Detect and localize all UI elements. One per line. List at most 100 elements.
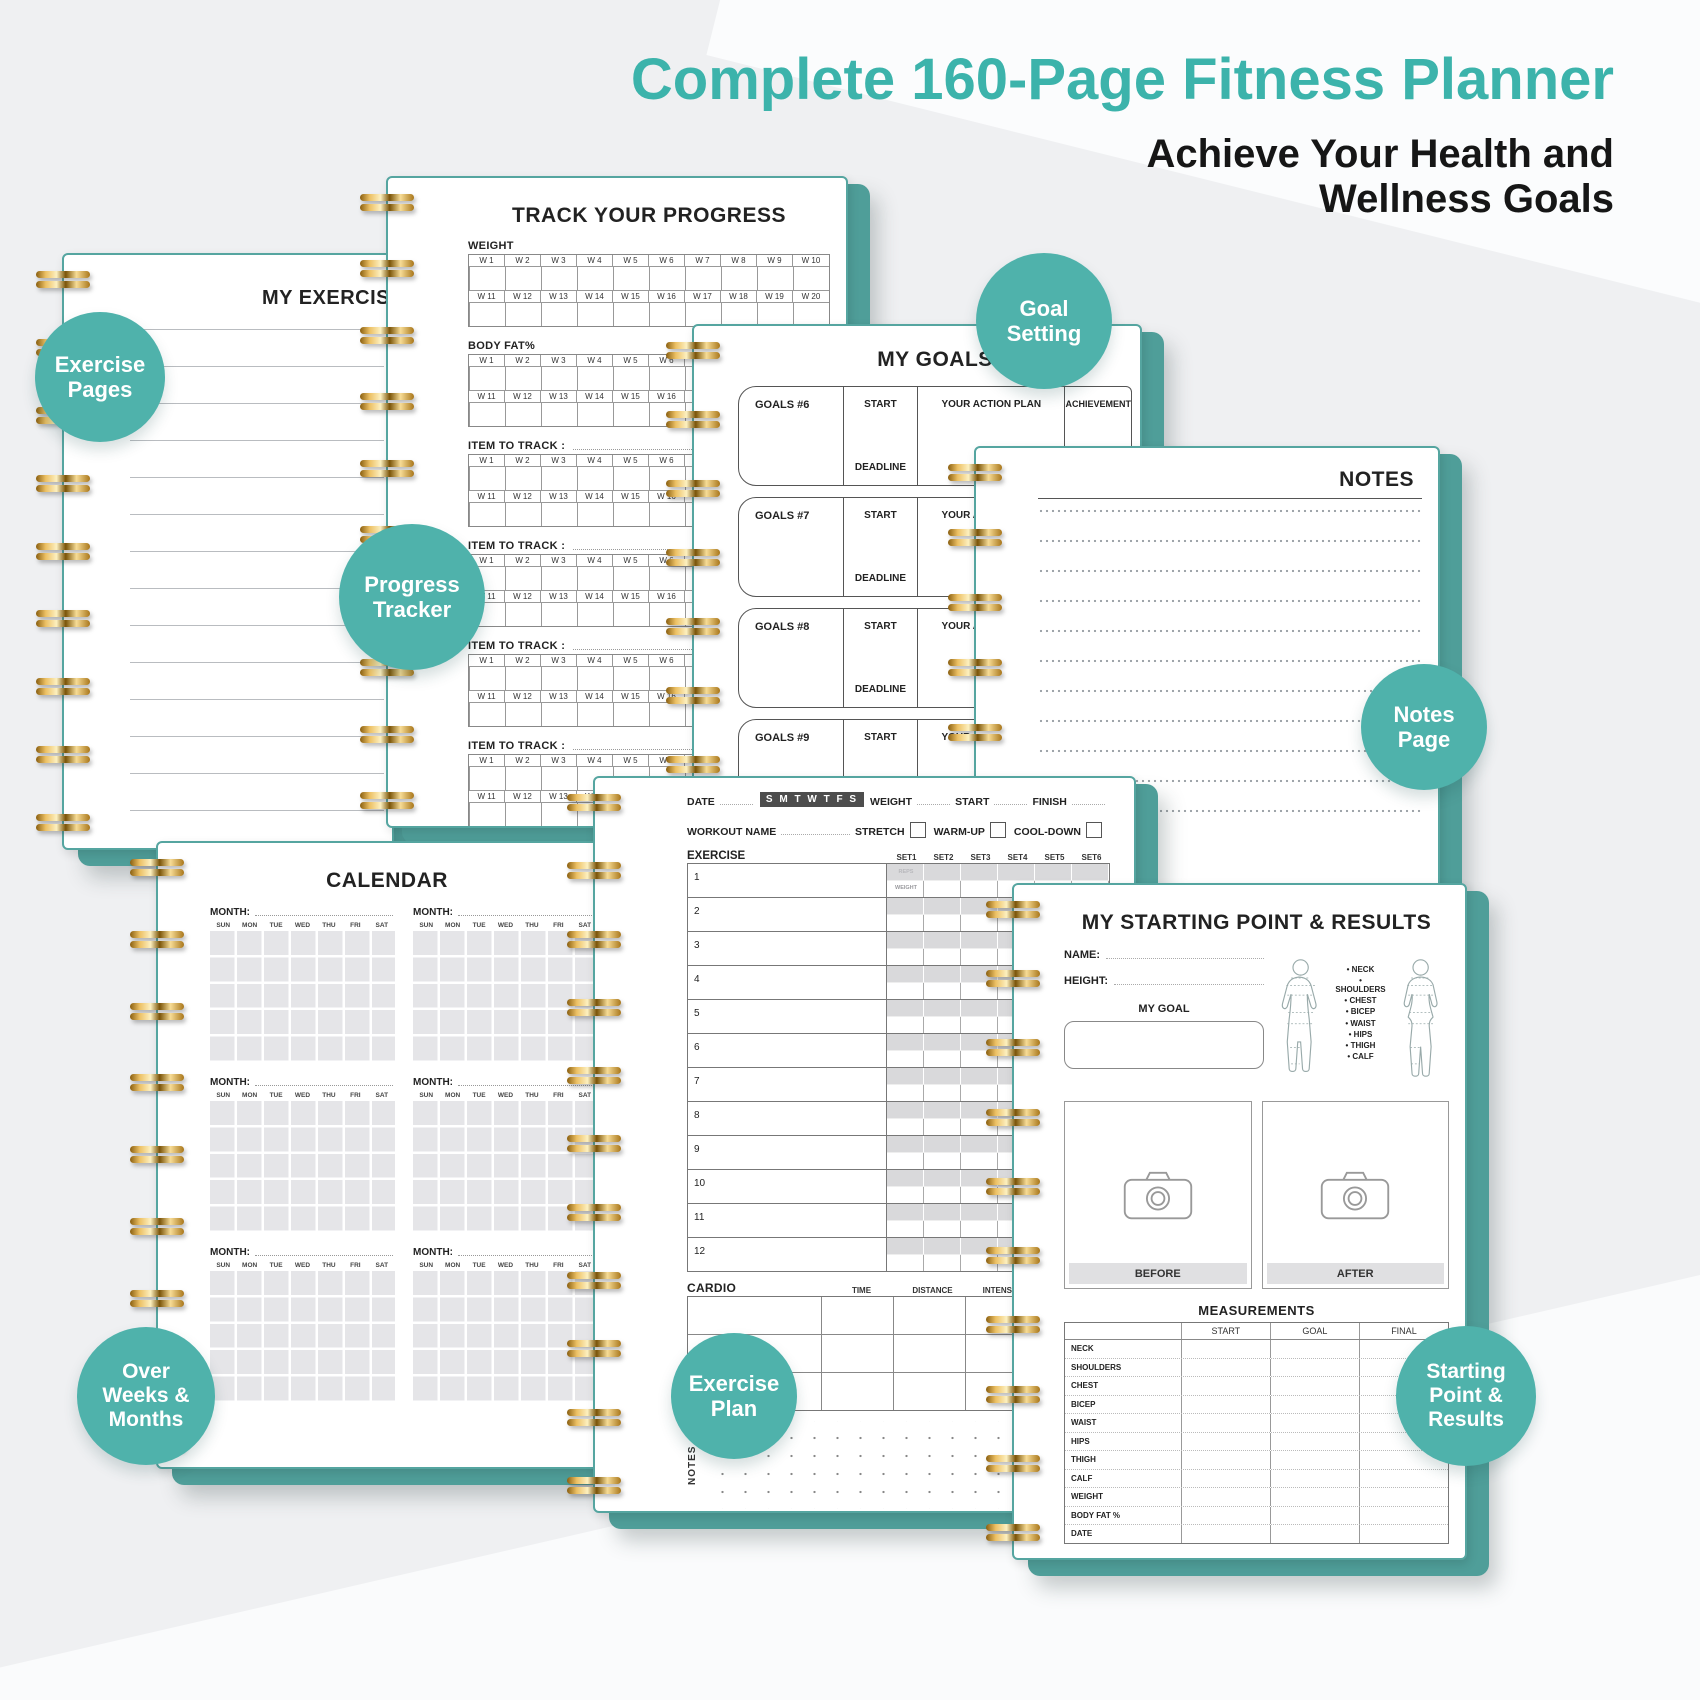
month-label: MONTH:: [413, 907, 453, 918]
tracker-section-label: ITEM TO TRACK :: [468, 540, 566, 552]
calendar-months: MONTH: SUN MON TUE WED THU FRI SAT MONTH:: [210, 907, 598, 1403]
measurement-final-cell: [1358, 1358, 1448, 1376]
week-label: W 12: [505, 291, 541, 303]
fill-in-line: [1114, 984, 1264, 985]
page-calendar: CALENDAR MONTH: SUN MON TUE WED THU FRI SAT: [156, 841, 618, 1469]
results-identity: NAME: HEIGHT: MY GOAL: [1064, 949, 1264, 1089]
set-header-label: SET1: [896, 853, 917, 862]
week-label: W 1: [469, 355, 505, 367]
fill-in-line: [458, 915, 596, 916]
spiral-ring-icon: [666, 342, 720, 360]
exercise-row-number: 4: [688, 966, 887, 999]
calendar-month-block: MONTH: SUN MON TUE WED THU FRI SAT: [210, 907, 395, 1063]
weekday-label: SAT: [578, 1262, 592, 1269]
measurement-goal-cell: [1269, 1395, 1359, 1413]
spiral-ring-icon: [986, 1316, 1040, 1334]
progress-photos: BEFORE AFTER: [1064, 1101, 1449, 1289]
spiral-ring-icon: [36, 678, 90, 696]
set-header-label: SET6: [1081, 853, 1102, 862]
spiral-binding: [567, 794, 621, 1495]
fill-in-line: [994, 804, 1028, 805]
measurement-row: CHEST: [1065, 1377, 1448, 1396]
cardio-activity-cell: [688, 1335, 822, 1372]
tracker-section-header: BODY FAT%: [468, 340, 830, 352]
weekday-label: THU: [322, 922, 336, 929]
weekday-label: WED: [497, 1262, 514, 1269]
week-label: W 16: [649, 291, 685, 303]
cooldown-label: COOL-DOWN: [1013, 826, 1081, 838]
measurement-row: THIGH: [1065, 1451, 1448, 1470]
weekday-label: FRI: [553, 922, 564, 929]
measurement-label: BICEP: [1071, 1399, 1096, 1409]
spiral-ring-icon: [986, 1523, 1040, 1542]
badge-notes-page: Notes Page: [1361, 664, 1487, 790]
notebook-calendar: CALENDAR MONTH: SUN MON TUE WED THU FRI SAT: [130, 841, 640, 1485]
measurement-label: SHOULDERS: [1071, 1362, 1122, 1372]
calendar-month-block: MONTH: SUN MON TUE WED THU FRI SAT: [210, 1077, 395, 1233]
cardio-distance-cell: [894, 1335, 966, 1372]
cardio-time-cell: [822, 1335, 894, 1372]
weekday-label: WED: [294, 1092, 311, 1099]
weekday-row: SUN MON TUE WED THU FRI SAT: [210, 922, 395, 929]
spiral-binding: [666, 342, 720, 774]
fill-in-line: [781, 834, 850, 835]
measurement-final-cell: [1358, 1432, 1448, 1450]
measurement-final-cell: [1358, 1340, 1448, 1358]
badge-label: Exercise Pages: [54, 351, 146, 402]
weight-label: WEIGHT: [870, 796, 913, 808]
week-label: W 9: [757, 255, 793, 267]
week-label: W 19: [757, 291, 793, 303]
cardio-activity-cell: [688, 1373, 822, 1410]
warmup-label: WARM-UP: [933, 826, 985, 838]
fill-in-line: [458, 1255, 596, 1256]
goal-start-label: START: [864, 399, 897, 410]
badge-label: Exercise Plan: [688, 1370, 780, 1421]
badge-label: Progress Tracker: [364, 571, 460, 622]
tracker-section-label: ITEM TO TRACK :: [468, 640, 566, 652]
measurement-goal-cell: [1269, 1488, 1359, 1506]
measurement-label: CHEST: [1071, 1381, 1099, 1390]
spiral-ring-icon: [360, 194, 414, 212]
week-label: W 12: [505, 791, 541, 803]
spiral-ring-icon: [567, 1203, 621, 1222]
week-label: W 13: [541, 291, 577, 303]
cardio-column-label: TIME: [851, 1286, 872, 1295]
goal-start-deadline: START DEADLINE: [844, 720, 919, 790]
spiral-ring-icon: [567, 1476, 621, 1495]
reps-band: [887, 864, 1109, 880]
spiral-ring-icon: [360, 393, 414, 411]
week-label: W 1: [469, 555, 505, 567]
spiral-ring-icon: [360, 260, 414, 278]
week-label: W 2: [505, 755, 541, 767]
spiral-ring-icon: [36, 474, 90, 493]
week-label: W 2: [505, 555, 541, 567]
goal-number-label: GOALS #7: [739, 498, 844, 596]
body-diagram: NECK SHOULDERS CHEST BICEP WAIST HIPS THIGH CAL…: [1264, 949, 1449, 1089]
week-label: W 2: [505, 655, 541, 667]
weekday-label: SUN: [419, 1262, 434, 1269]
weekday-label: WED: [497, 1092, 514, 1099]
spiral-binding: [360, 194, 414, 810]
week-label: W 4: [577, 555, 613, 567]
weekday-label: MON: [242, 922, 258, 929]
week-label: W 6: [649, 455, 685, 467]
measurement-row: BICEP: [1065, 1395, 1448, 1414]
measurement-start-cell: [1180, 1395, 1270, 1413]
spiral-ring-icon: [36, 271, 90, 289]
measurement-goal-cell: [1269, 1414, 1359, 1432]
spiral-ring-icon: [948, 659, 1002, 677]
measurement-goal-cell: [1269, 1432, 1359, 1450]
month-header: MONTH:: [210, 907, 395, 918]
weekday-label: SAT: [578, 1092, 592, 1099]
fill-in-line: [255, 1255, 393, 1256]
measurement-start-cell: [1180, 1469, 1270, 1487]
measurement-row: HIPS: [1065, 1432, 1448, 1451]
exercise-row-number: 1: [688, 864, 887, 897]
measurement-goal-cell: [1269, 1358, 1359, 1376]
exercise-label: EXERCISE: [687, 850, 746, 862]
badge-label: Goal Setting: [1006, 295, 1082, 346]
spiral-ring-icon: [130, 930, 184, 949]
spiral-ring-icon: [130, 1289, 184, 1308]
week-label: W 11: [469, 291, 505, 303]
